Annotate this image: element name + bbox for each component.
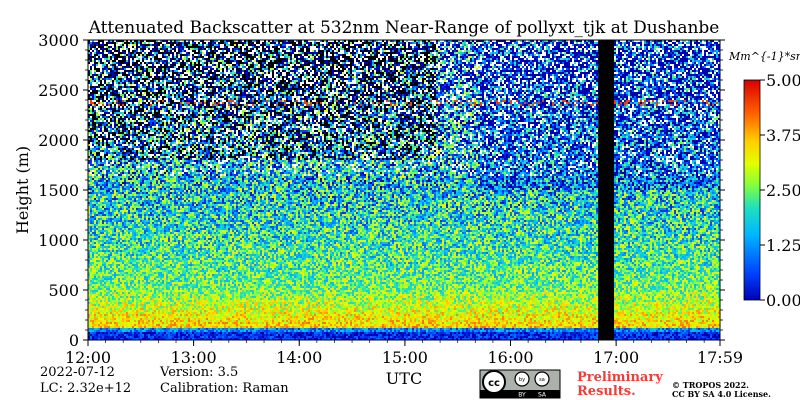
y-tick-label: 1000 [38,231,79,250]
y-tick-label: 2500 [38,81,79,100]
y-tick-label: 0 [69,331,79,350]
cc-by-label: BY [518,392,526,399]
x-tick-label: 17:59 [697,348,743,367]
cc-license-badge: cc by sa BY SA [479,369,561,399]
backscatter-heatmap [88,40,720,340]
footer-version: Version: 3.5 [159,365,238,380]
colorbar-tick-label: 5.00 [766,71,800,90]
plot-area [87,39,721,341]
x-tick-label: 12:00 [65,348,111,367]
x-axis: 12:00 13:00 14:00 15:00 16:00 17:00 17:59 [65,340,743,367]
copyright-line-1: © TROPOS 2022. [672,380,749,390]
cc-icon [482,370,506,394]
colorbar-tick-label: 3.75 [766,126,800,145]
footer-lc: LC: 2.32e+12 [40,381,131,396]
preliminary-line-1: Preliminary [577,370,663,385]
colorbar: Mm^{-1}*sr^{-1} 0.00 1.25 2.50 3.75 5.00 [728,50,800,310]
y-tick-label: 1500 [38,181,79,200]
chart-title: Attenuated Backscatter at 532nm Near-Ran… [88,18,720,38]
x-tick-label: 15:00 [382,348,428,367]
y-axis: 0 500 1000 1500 2000 2500 3000 [38,31,725,350]
colorbar-gradient [743,79,761,301]
cc-sa-label: SA [538,392,547,399]
footer-calibration: Calibration: Raman [160,381,289,396]
data-gap-bar [598,40,615,340]
x-tick-label: 17:00 [593,348,639,367]
footer-metadata: 2022-07-12 LC: 2.32e+12 Version: 3.5 Cal… [40,365,289,396]
by-icon [514,371,530,387]
x-tick-label: 16:00 [487,348,533,367]
sa-icon [534,371,550,387]
x-tick-label: 13:00 [171,348,217,367]
cc-icon-label: cc [488,378,500,389]
y-axis-label: Height (m) [13,146,32,234]
y-tick-label: 3000 [38,31,79,50]
y-tick-label: 500 [48,281,79,300]
sa-icon-label: sa [539,377,545,383]
colorbar-ticks: 0.00 1.25 2.50 3.75 5.00 [760,71,800,310]
footer-date: 2022-07-12 [40,365,115,380]
x-axis-label: UTC [386,369,422,388]
copyright-line-2: CC BY SA 4.0 License. [672,389,771,399]
y-tick-label: 2000 [38,131,79,150]
by-icon-label: by [519,377,525,383]
colorbar-tick-label: 1.25 [766,236,800,255]
x-tick-label: 14:00 [276,348,322,367]
colorbar-tick-label: 0.00 [766,291,800,310]
colorbar-unit-label: Mm^{-1}*sr^{-1} [728,50,800,63]
preliminary-line-2: Results. [577,384,636,399]
colorbar-tick-label: 2.50 [766,181,800,200]
